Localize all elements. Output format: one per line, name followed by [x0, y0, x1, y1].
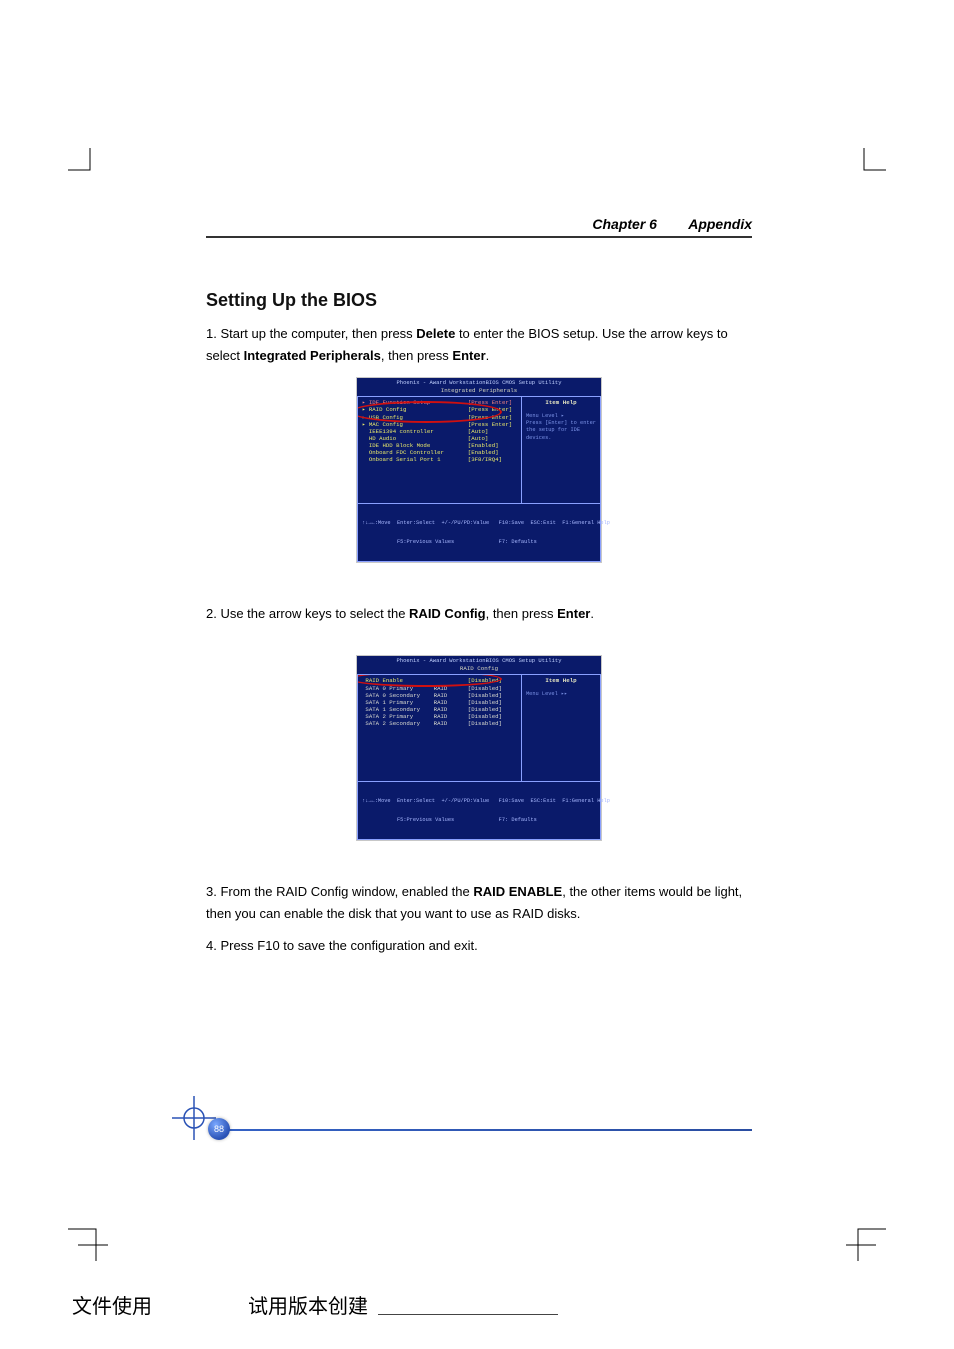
bios-help-line: Menu Level ▸▸ [526, 691, 596, 698]
bios-titlebar: Phoenix - Award WorkstationBIOS CMOS Set… [357, 378, 601, 387]
bios-help-panel: Item Help Menu Level ▸▸ [521, 674, 601, 782]
bios-row: IEEE1394 controller [Auto] [362, 428, 517, 435]
page-number-badge: 88 [208, 1118, 230, 1140]
page-rule [222, 1129, 752, 1131]
footer-text-left: 文件使用 [72, 1290, 152, 1319]
bios-help-line: devices. [526, 435, 596, 442]
bios-row: ▸ MAC Config [Press Enter] [362, 421, 517, 428]
step-4: 4. Press F10 to save the configuration a… [206, 935, 752, 957]
step-2: 2. Use the arrow keys to select the RAID… [206, 603, 752, 625]
bios-options-panel: ▸ IDE Function Setup [Press Enter] ▸ RAI… [357, 396, 521, 504]
bios-help-header: Item Help [526, 677, 596, 684]
section-title: Setting Up the BIOS [206, 290, 752, 311]
bios-row: SATA 0 Secondary RAID [Disabled] [362, 692, 517, 699]
bios-subtitle: RAID Config [357, 665, 601, 674]
bios-footer-keys: ↑↓→←:Move Enter:Select +/-/PU/PD:Value F… [357, 782, 601, 840]
bios-help-line: Menu Level ▸ [526, 413, 596, 420]
bios-help-line: the setup for IDE [526, 427, 596, 434]
bios-row: ▸ IDE Function Setup [Press Enter] [362, 399, 517, 406]
bios-row: ▸ USB Config [Press Enter] [362, 414, 517, 421]
bios-row: SATA 1 Primary RAID [Disabled] [362, 699, 517, 706]
bios-row: ▸ RAID Config [Press Enter] [362, 406, 517, 413]
bios-screenshot-integrated-peripherals: Phoenix - Award WorkstationBIOS CMOS Set… [356, 377, 602, 563]
step-3: 3. From the RAID Config window, enabled … [206, 881, 752, 925]
bios-row: SATA 0 Primary RAID [Disabled] [362, 685, 517, 692]
bios-subtitle: Integrated Peripherals [357, 387, 601, 396]
page-content: Chapter 6 Appendix Setting Up the BIOS 1… [206, 216, 752, 968]
bios-row: HD Audio [Auto] [362, 435, 517, 442]
bios-row: IDE HDD Block Mode [Enabled] [362, 442, 517, 449]
bios-row: SATA 2 Primary RAID [Disabled] [362, 713, 517, 720]
bios-screenshot-raid-config: Phoenix - Award WorkstationBIOS CMOS Set… [356, 655, 602, 841]
step-1: 1. Start up the computer, then press Del… [206, 323, 752, 367]
bios-help-line: Press [Enter] to enter [526, 420, 596, 427]
footer-text-mid: 试用版本创建 [248, 1290, 368, 1319]
chapter-header: Chapter 6 Appendix [206, 216, 752, 238]
page-number-rule: 88 [208, 1118, 752, 1148]
bios-help-panel: Item Help Menu Level ▸ Press [Enter] to … [521, 396, 601, 504]
footer-underline [378, 1314, 558, 1315]
bios-row: RAID Enable [Disabled] [362, 677, 517, 684]
chapter-title: Appendix [688, 216, 752, 232]
bios-row: SATA 1 Secondary RAID [Disabled] [362, 706, 517, 713]
bios-row: Onboard Serial Port 1 [3F8/IRQ4] [362, 456, 517, 463]
bios-help-header: Item Help [526, 399, 596, 406]
bios-options-panel: RAID Enable [Disabled] SATA 0 Primary RA… [357, 674, 521, 782]
bios-row: Onboard FDC Controller [Enabled] [362, 449, 517, 456]
chapter-number: Chapter 6 [592, 216, 657, 232]
bios-row: SATA 2 Secondary RAID [Disabled] [362, 720, 517, 727]
bios-footer-keys: ↑↓→←:Move Enter:Select +/-/PU/PD:Value F… [357, 504, 601, 562]
bios-titlebar: Phoenix - Award WorkstationBIOS CMOS Set… [357, 656, 601, 665]
